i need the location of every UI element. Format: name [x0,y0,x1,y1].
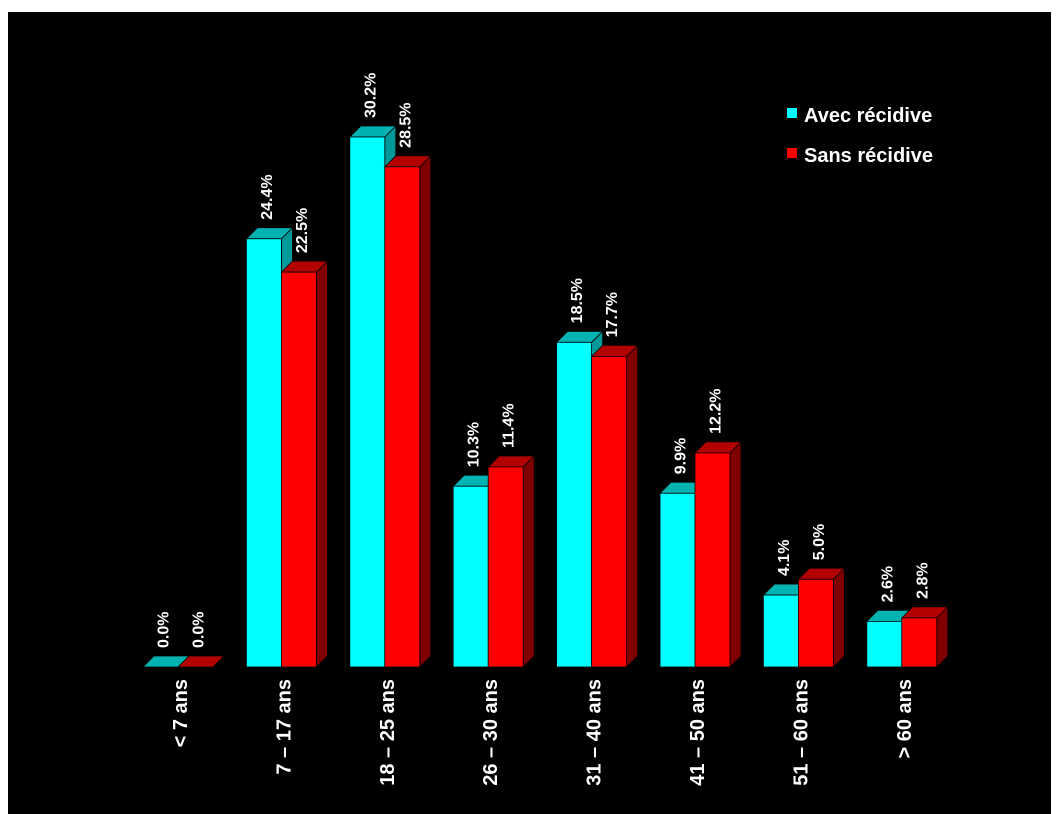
bar-sans-r-cidive-41-50-ans [694,440,742,668]
legend-label-avec-recidive: Avec récidive [804,105,932,127]
value-label-avec-r-cidive-60-ans: 2.6% [879,566,896,602]
value-label-avec-r-cidive-7-17-ans: 24.4% [259,174,276,219]
category-label-7-ans: < 7 ans [170,679,192,747]
value-label-avec-r-cidive-7-ans: 0.0% [156,612,173,648]
bar-side-face [522,454,535,668]
bar-side-face [315,260,328,668]
bar-sans-r-cidive-51-60-ans [797,567,846,668]
bar-sans-r-cidive-18-25-ans [383,154,432,668]
category-labels-group: < 7 ans 7 – 17 ans 18 – 25 ans 26 – 30 ans 3… [170,679,916,786]
bar-front-face [384,166,421,668]
bar-front-face [487,466,524,668]
bar-sans-r-cidive-60-ans [900,605,949,668]
value-labels-group: 0.0% 0.0% 24.4% 22.5% 30.2% 28.5% 10.3% 11.4% 18… [156,73,932,648]
bar-front-face [280,271,317,668]
bar-chart: 0.0% 0.0% 24.4% 22.5% 30.2% 28.5% 10.3% 11.4% 18… [142,73,949,786]
legend-swatch-sans-recidive [787,148,797,158]
bar-front-face [694,452,731,668]
bar-sans-r-cidive-7-ans [177,655,225,668]
value-label-sans-r-cidive-41-50-ans: 12.2% [708,389,725,434]
bar-front-face [591,355,627,668]
value-label-sans-r-cidive-18-25-ans: 28.5% [397,102,414,147]
bar-sans-r-cidive-26-30-ans [487,454,536,668]
bar-sans-r-cidive-31-40-ans [590,344,639,668]
category-label-51-60-ans: 51 – 60 ans [790,679,812,786]
chart-frame: 0.0% 0.0% 24.4% 22.5% 30.2% 28.5% 10.3% 11.4% 18… [8,12,1051,814]
bar-top-face [177,655,225,668]
bar-front-face [763,594,799,668]
legend-label-sans-recidive: Sans récidive [804,145,933,167]
value-label-sans-r-cidive-26-30-ans: 11.4% [501,403,518,447]
bar-side-face [833,567,845,668]
category-label-41-50-ans: 41 – 50 ans [687,679,709,786]
bars-group [142,125,949,668]
value-label-avec-r-cidive-51-60-ans: 4.1% [776,540,793,576]
category-label-18-25-ans: 18 – 25 ans [377,679,399,786]
value-label-avec-r-cidive-26-30-ans: 10.3% [466,422,483,467]
bar-sans-r-cidive-7-17-ans [280,260,329,668]
legend: Avec récidive Sans récidive [787,105,933,167]
value-label-sans-r-cidive-7-ans: 0.0% [191,612,208,648]
category-label-60-ans: > 60 ans [894,679,916,759]
category-label-7-17-ans: 7 – 17 ans [273,679,295,775]
bar-side-face [419,154,432,668]
bar-front-face [349,136,386,668]
value-label-avec-r-cidive-41-50-ans: 9.9% [673,438,690,474]
bar-front-face [866,620,903,668]
category-label-31-40-ans: 31 – 40 ans [584,679,606,786]
legend-swatch-avec-recidive [787,108,797,118]
bar-front-face [556,341,592,668]
bar-side-face [729,440,742,668]
bar-side-face [626,344,638,668]
bar-front-face [901,617,938,668]
bar-front-face [452,485,489,668]
value-label-sans-r-cidive-31-40-ans: 17.7% [604,292,621,337]
bar-front-face [659,492,696,668]
bar-front-face [798,578,834,668]
value-label-avec-r-cidive-31-40-ans: 18.5% [569,278,586,323]
value-label-sans-r-cidive-60-ans: 2.8% [914,562,931,598]
value-label-sans-r-cidive-7-17-ans: 22.5% [294,208,311,253]
value-label-avec-r-cidive-18-25-ans: 30.2% [362,73,379,118]
bar-front-face [245,238,282,668]
value-label-sans-r-cidive-51-60-ans: 5.0% [811,524,828,560]
category-label-26-30-ans: 26 – 30 ans [480,679,502,786]
